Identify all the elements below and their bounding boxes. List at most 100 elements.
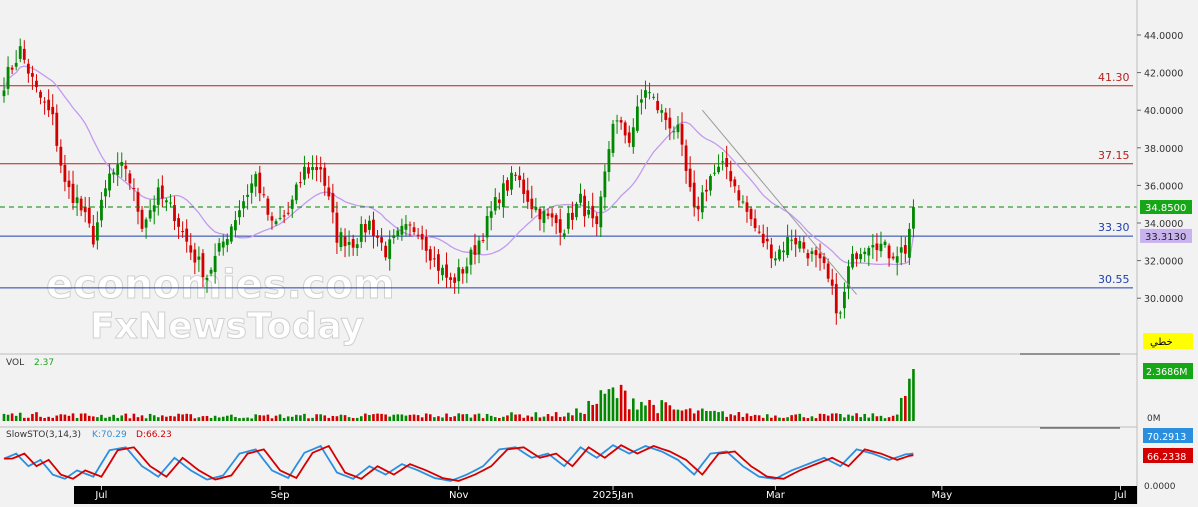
volume-bar [672,409,676,421]
svg-text:33.3130: 33.3130 [1145,232,1186,243]
volume-bar [843,417,846,421]
volume-bar [173,416,176,421]
candle [250,174,254,204]
candle [631,118,635,154]
candle [481,233,485,243]
volume-bar [27,417,30,421]
volume-bar [526,415,530,421]
candle [489,201,493,231]
volume-bar [753,414,757,421]
volume-bar [692,413,696,421]
volume-bar [234,416,237,421]
level-label: 41.30 [1098,71,1130,84]
candle [635,95,639,133]
volume-bar [522,417,525,421]
candle [591,192,595,228]
volume-bar [705,410,708,421]
candle [331,183,335,224]
price-tick-label: 30.0000 [1144,294,1183,305]
candle [843,282,846,319]
candle [71,170,75,210]
candle [912,199,915,238]
candle [242,194,245,218]
candle [104,180,107,209]
volume-bar [469,417,473,421]
drawing-tool-badge[interactable]: خطي [1143,333,1193,349]
volume-bar [205,415,209,421]
volume-bar [83,413,87,421]
volume-bar [826,415,830,421]
volume-bar [420,417,424,421]
volume-bar [534,412,538,421]
volume-bar [217,417,221,421]
candle [396,227,400,240]
volume-bar [290,416,294,421]
candle [599,190,603,238]
candle [709,174,712,196]
volume-bar [615,398,619,421]
candle [847,259,850,300]
candle [120,152,124,178]
candle [806,249,810,267]
volume-bar [445,413,448,421]
candle [867,245,871,267]
candle [14,50,18,71]
watermark-line1: economies.com [46,262,395,308]
volume-bar [790,415,793,421]
candle [10,65,14,75]
candle [298,171,302,188]
volume-bar [571,415,574,421]
volume-bar [132,413,136,421]
volume-bar [879,415,883,421]
volume-bar [538,417,542,421]
candle [2,77,6,103]
time-label: Nov [449,490,469,501]
volume-bar [299,415,302,421]
candle [128,170,132,190]
stoch-d-line [4,444,914,482]
candle [420,225,424,250]
price-tick-label: 44.0000 [1144,31,1183,42]
volume-bar [575,408,578,421]
volume-bar [124,413,128,421]
volume-bar [904,395,907,421]
last-price-badge: 34.8500 [1140,200,1192,215]
candle [315,155,319,182]
candle [428,245,432,270]
volume-bar [75,417,79,421]
level-label: 33.30 [1098,221,1130,234]
volume-bar [619,384,623,421]
candle [351,234,355,256]
volume-bar [392,414,396,421]
candle [209,267,213,277]
volume-bar [433,417,436,421]
volume-bar [733,415,737,421]
volume-bar [587,400,590,421]
time-label: Jul [1113,490,1126,501]
volume-bar [270,418,274,421]
candle [412,221,416,236]
candle [838,310,842,319]
candle [566,205,570,234]
candle [473,233,477,265]
candle [392,229,396,244]
candle [449,272,452,288]
volume-bar [502,416,505,421]
candle [95,211,99,250]
volume-bar [774,415,777,421]
candle [550,208,554,227]
candle [445,252,448,288]
candle [404,215,408,237]
volume-bar [640,401,643,421]
volume-bar [189,414,193,421]
volume-bar [867,417,871,421]
volume-bar [230,414,233,421]
candle [558,208,562,246]
volume-bar [140,415,144,421]
candle [108,163,111,198]
candle [160,175,164,208]
candle [859,247,863,263]
price-tick-label: 36.0000 [1144,181,1183,192]
